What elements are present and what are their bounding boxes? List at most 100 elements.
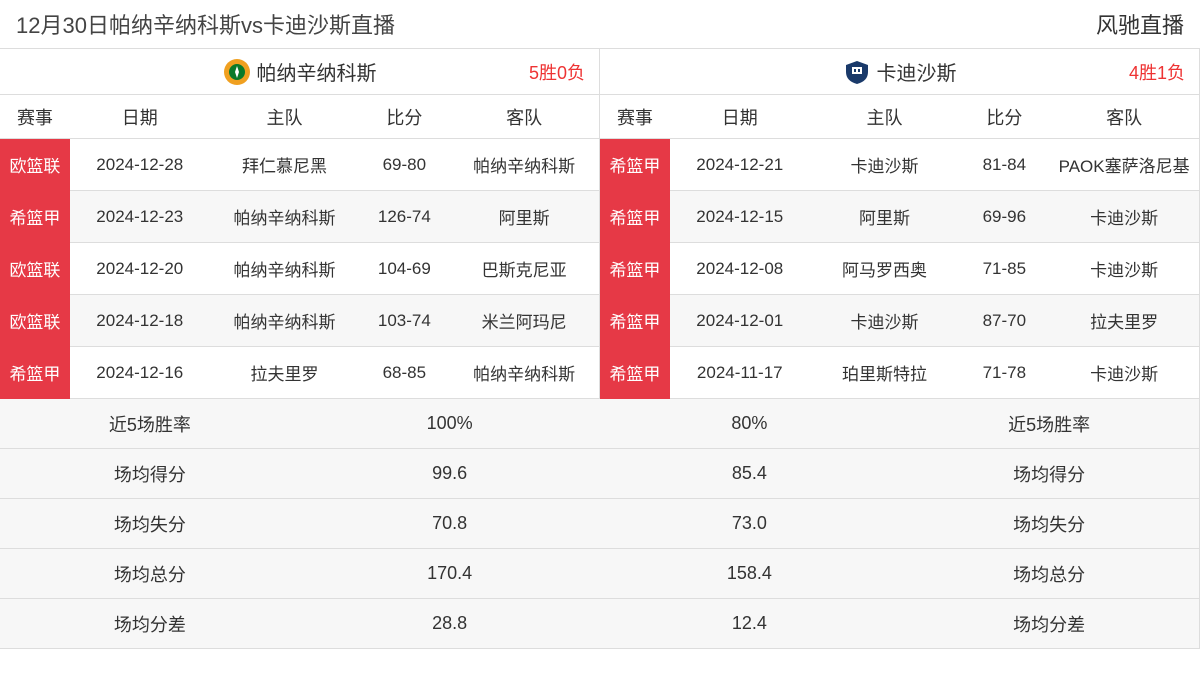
match-score: 71-78 — [959, 363, 1049, 383]
match-row: 希篮甲2024-12-08阿马罗西奥71-85卡迪沙斯 — [600, 243, 1200, 295]
col-away: 客队 — [449, 104, 599, 130]
left-team-record: 5胜0负 — [529, 59, 585, 85]
col-score: 比分 — [359, 104, 449, 130]
col-date: 日期 — [670, 104, 810, 130]
match-home: 卡迪沙斯 — [810, 308, 960, 333]
match-away: 巴斯克尼亚 — [449, 256, 599, 281]
competition-badge: 希篮甲 — [0, 191, 70, 243]
main-content: 帕纳辛纳科斯 5胜0负 赛事 日期 主队 比分 客队 欧篮联2024-12-28… — [0, 49, 1200, 399]
match-score: 69-96 — [959, 207, 1049, 227]
left-team-logo-icon — [223, 58, 251, 86]
match-date: 2024-12-28 — [70, 155, 210, 175]
right-team-header: 卡迪沙斯 4胜1负 — [600, 49, 1200, 95]
match-row: 欧篮联2024-12-18帕纳辛纳科斯103-74米兰阿玛尼 — [0, 295, 600, 347]
col-away: 客队 — [1049, 104, 1199, 130]
stat-value-left: 100% — [300, 413, 600, 434]
match-row: 欧篮联2024-12-20帕纳辛纳科斯104-69巴斯克尼亚 — [0, 243, 600, 295]
match-date: 2024-12-16 — [70, 363, 210, 383]
stat-value-left: 28.8 — [300, 613, 600, 634]
stat-label: 场均分差 — [0, 611, 300, 637]
match-date: 2024-12-18 — [70, 311, 210, 331]
match-away: 卡迪沙斯 — [1049, 204, 1199, 229]
stat-value-left: 99.6 — [300, 463, 600, 484]
stat-value-left: 170.4 — [300, 563, 600, 584]
stat-label: 场均得分 — [899, 461, 1199, 487]
stat-label: 近5场胜率 — [899, 411, 1199, 437]
match-home: 拉夫里罗 — [210, 360, 360, 385]
match-home: 卡迪沙斯 — [810, 152, 960, 177]
right-team-name: 卡迪沙斯 — [877, 57, 957, 86]
stat-value-right: 12.4 — [600, 613, 900, 634]
match-score: 104-69 — [359, 259, 449, 279]
match-date: 2024-12-08 — [670, 259, 810, 279]
stat-label: 场均失分 — [0, 511, 300, 537]
match-score: 103-74 — [359, 311, 449, 331]
match-away: 米兰阿玛尼 — [449, 308, 599, 333]
match-date: 2024-12-01 — [670, 311, 810, 331]
match-away: 卡迪沙斯 — [1049, 360, 1199, 385]
match-home: 阿里斯 — [810, 204, 960, 229]
stat-value-right: 158.4 — [600, 563, 900, 584]
match-home: 帕纳辛纳科斯 — [210, 204, 360, 229]
stat-label: 场均失分 — [899, 511, 1199, 537]
stat-label: 场均分差 — [899, 611, 1199, 637]
stat-label: 近5场胜率 — [0, 411, 300, 437]
right-team-panel: 卡迪沙斯 4胜1负 赛事 日期 主队 比分 客队 希篮甲2024-12-21卡迪… — [600, 49, 1200, 399]
match-home: 珀里斯特拉 — [810, 360, 960, 385]
page-header: 12月30日帕纳辛纳科斯vs卡迪沙斯直播 风驰直播 — [0, 0, 1200, 49]
stats-row: 近5场胜率100%80%近5场胜率 — [0, 399, 1200, 449]
match-home: 阿马罗西奥 — [810, 256, 960, 281]
col-competition: 赛事 — [600, 104, 670, 130]
competition-badge: 希篮甲 — [0, 347, 70, 399]
left-team-header: 帕纳辛纳科斯 5胜0负 — [0, 49, 600, 95]
match-score: 69-80 — [359, 155, 449, 175]
left-match-rows: 欧篮联2024-12-28拜仁慕尼黑69-80帕纳辛纳科斯希篮甲2024-12-… — [0, 139, 600, 399]
col-home: 主队 — [810, 104, 960, 130]
match-score: 81-84 — [959, 155, 1049, 175]
right-columns-header: 赛事 日期 主队 比分 客队 — [600, 95, 1200, 139]
match-score: 87-70 — [959, 311, 1049, 331]
match-home: 帕纳辛纳科斯 — [210, 256, 360, 281]
brand-name: 风驰直播 — [1096, 8, 1184, 40]
match-date: 2024-11-17 — [670, 363, 810, 383]
match-score: 71-85 — [959, 259, 1049, 279]
competition-badge: 欧篮联 — [0, 243, 70, 295]
col-home: 主队 — [210, 104, 360, 130]
match-home: 帕纳辛纳科斯 — [210, 308, 360, 333]
match-date: 2024-12-20 — [70, 259, 210, 279]
right-team-logo-icon — [843, 58, 871, 86]
competition-badge: 欧篮联 — [0, 139, 70, 191]
competition-badge: 欧篮联 — [0, 295, 70, 347]
col-competition: 赛事 — [0, 104, 70, 130]
stats-row: 场均分差28.812.4场均分差 — [0, 599, 1200, 649]
stats-row: 场均总分170.4158.4场均总分 — [0, 549, 1200, 599]
match-away: 阿里斯 — [449, 204, 599, 229]
competition-badge: 希篮甲 — [600, 347, 670, 399]
match-row: 希篮甲2024-11-17珀里斯特拉71-78卡迪沙斯 — [600, 347, 1200, 399]
left-columns-header: 赛事 日期 主队 比分 客队 — [0, 95, 600, 139]
match-row: 希篮甲2024-12-01卡迪沙斯87-70拉夫里罗 — [600, 295, 1200, 347]
stat-value-right: 80% — [600, 413, 900, 434]
left-team-name: 帕纳辛纳科斯 — [257, 57, 377, 86]
match-away: 拉夫里罗 — [1049, 308, 1199, 333]
page-title: 12月30日帕纳辛纳科斯vs卡迪沙斯直播 — [16, 8, 395, 40]
match-row: 希篮甲2024-12-15阿里斯69-96卡迪沙斯 — [600, 191, 1200, 243]
match-date: 2024-12-15 — [670, 207, 810, 227]
stat-label: 场均总分 — [0, 561, 300, 587]
match-home: 拜仁慕尼黑 — [210, 152, 360, 177]
stat-label: 场均总分 — [899, 561, 1199, 587]
competition-badge: 希篮甲 — [600, 139, 670, 191]
match-row: 希篮甲2024-12-23帕纳辛纳科斯126-74阿里斯 — [0, 191, 600, 243]
stats-row: 场均得分99.685.4场均得分 — [0, 449, 1200, 499]
competition-badge: 希篮甲 — [600, 191, 670, 243]
match-away: 帕纳辛纳科斯 — [449, 152, 599, 177]
col-score: 比分 — [959, 104, 1049, 130]
right-match-rows: 希篮甲2024-12-21卡迪沙斯81-84PAOK塞萨洛尼基希篮甲2024-1… — [600, 139, 1200, 399]
match-away: PAOK塞萨洛尼基 — [1049, 152, 1199, 177]
match-date: 2024-12-21 — [670, 155, 810, 175]
stat-value-right: 85.4 — [600, 463, 900, 484]
match-row: 欧篮联2024-12-28拜仁慕尼黑69-80帕纳辛纳科斯 — [0, 139, 600, 191]
competition-badge: 希篮甲 — [600, 243, 670, 295]
stat-value-right: 73.0 — [600, 513, 900, 534]
stats-row: 场均失分70.873.0场均失分 — [0, 499, 1200, 549]
